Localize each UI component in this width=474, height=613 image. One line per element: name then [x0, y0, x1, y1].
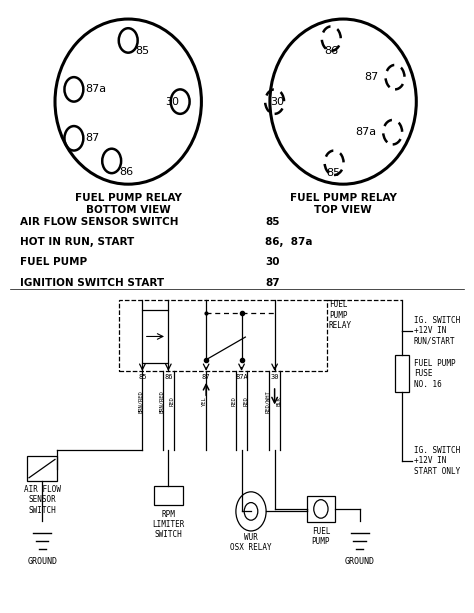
Text: FUEL
PUMP
RELAY: FUEL PUMP RELAY [329, 300, 352, 330]
Text: BLK: BLK [276, 397, 282, 406]
Text: FUEL PUMP
FUSE
NO. 16: FUEL PUMP FUSE NO. 16 [414, 359, 456, 389]
Text: 87: 87 [265, 278, 280, 287]
Text: YEL: YEL [202, 397, 207, 406]
Text: 86: 86 [119, 167, 133, 177]
Text: FUEL PUMP: FUEL PUMP [19, 257, 87, 267]
Text: 87: 87 [85, 133, 99, 143]
Text: BRN/RED: BRN/RED [159, 390, 164, 413]
Text: IG. SWITCH
+12V IN
START ONLY: IG. SWITCH +12V IN START ONLY [414, 446, 460, 476]
Text: 86: 86 [164, 375, 173, 381]
Text: AIR FLOW
SENSOR
SWITCH: AIR FLOW SENSOR SWITCH [24, 485, 61, 515]
Bar [119, 300, 327, 371]
Bar [307, 496, 335, 522]
Text: 85: 85 [265, 217, 280, 227]
Bar [142, 310, 168, 364]
Text: IG. SWITCH
+12V IN
RUN/START: IG. SWITCH +12V IN RUN/START [414, 316, 460, 346]
Text: 87: 87 [202, 375, 210, 381]
Text: FUEL
PUMP: FUEL PUMP [311, 527, 330, 546]
Text: 85: 85 [138, 375, 146, 381]
Text: 30: 30 [270, 97, 284, 107]
Text: WUR
OSX RELAY: WUR OSX RELAY [230, 533, 272, 552]
Text: BRN/RED: BRN/RED [138, 390, 144, 413]
Text: RED: RED [170, 397, 175, 406]
Text: FUEL PUMP RELAY
BOTTOM VIEW: FUEL PUMP RELAY BOTTOM VIEW [75, 193, 182, 215]
Text: GROUND: GROUND [345, 557, 374, 566]
Text: IGNITION SWITCH START: IGNITION SWITCH START [19, 278, 164, 287]
Bar [395, 356, 409, 392]
Text: RED/WHT: RED/WHT [265, 390, 270, 413]
Text: 30: 30 [270, 375, 279, 381]
Text: RPM
LIMITER
SWITCH: RPM LIMITER SWITCH [152, 509, 184, 539]
Text: HOT IN RUN, START: HOT IN RUN, START [19, 237, 134, 247]
Text: 87a: 87a [85, 85, 106, 94]
Bar [27, 456, 57, 481]
Text: 87: 87 [364, 72, 379, 82]
Text: GROUND: GROUND [27, 557, 57, 566]
Text: 86,  87a: 86, 87a [265, 237, 313, 247]
Text: 85: 85 [327, 168, 341, 178]
Text: 87A: 87A [235, 375, 248, 381]
Text: RED: RED [232, 397, 237, 406]
Text: AIR FLOW SENSOR SWITCH: AIR FLOW SENSOR SWITCH [19, 217, 178, 227]
Text: 85: 85 [135, 46, 149, 56]
Text: FUEL PUMP RELAY
TOP VIEW: FUEL PUMP RELAY TOP VIEW [290, 193, 397, 215]
Bar [154, 485, 182, 505]
Text: RED: RED [243, 397, 248, 406]
Text: 30: 30 [265, 257, 280, 267]
Text: 30: 30 [165, 97, 179, 107]
Text: 87a: 87a [355, 127, 376, 137]
Text: 86: 86 [324, 46, 338, 56]
